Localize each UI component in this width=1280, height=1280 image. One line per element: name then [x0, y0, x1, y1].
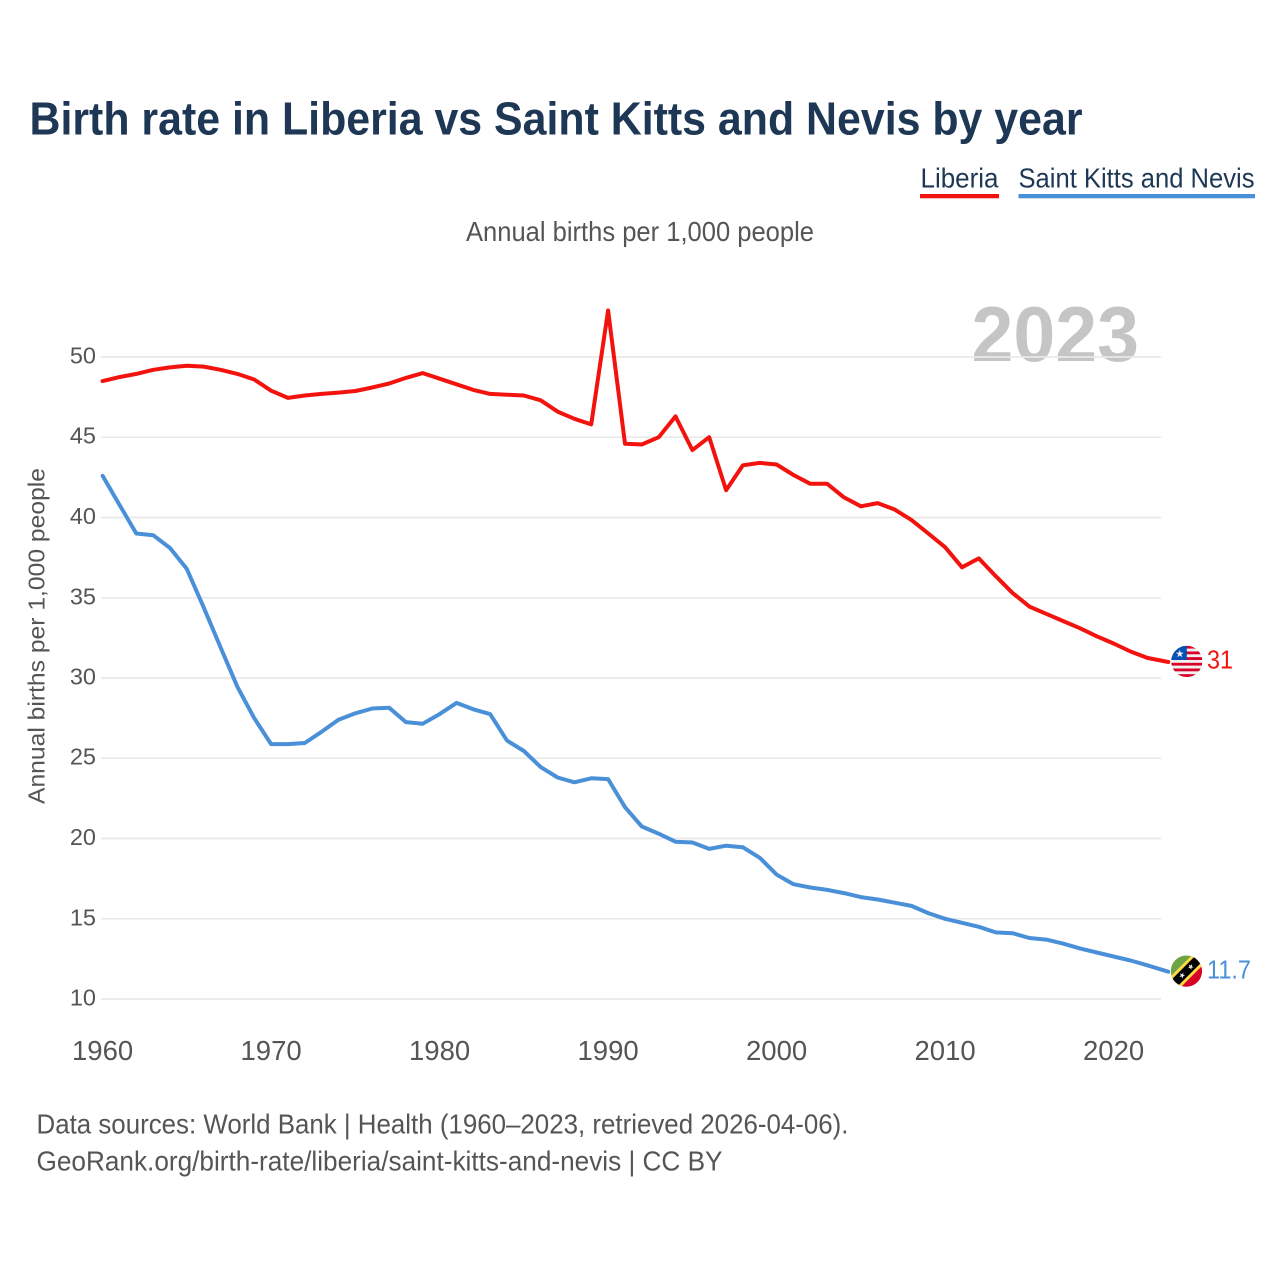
- svg-text:1980: 1980: [409, 1035, 470, 1066]
- svg-text:Data sources: World Bank | Hea: Data sources: World Bank | Health (1960–…: [37, 1109, 849, 1140]
- svg-text:20: 20: [70, 824, 96, 850]
- svg-text:1970: 1970: [241, 1035, 302, 1066]
- svg-text:50: 50: [70, 343, 96, 369]
- svg-text:2020: 2020: [1083, 1035, 1144, 1066]
- svg-text:35: 35: [70, 583, 96, 609]
- svg-text:40: 40: [70, 503, 96, 529]
- svg-text:Annual births per 1,000 people: Annual births per 1,000 people: [466, 216, 814, 247]
- svg-text:10: 10: [70, 985, 96, 1011]
- svg-text:11.7: 11.7: [1207, 955, 1251, 985]
- svg-text:25: 25: [70, 744, 96, 770]
- svg-text:2010: 2010: [915, 1035, 976, 1066]
- svg-text:1990: 1990: [578, 1035, 639, 1066]
- svg-text:GeoRank.org/birth-rate/liberia: GeoRank.org/birth-rate/liberia/saint-kit…: [37, 1146, 723, 1177]
- svg-text:Saint Kitts and Nevis: Saint Kitts and Nevis: [1019, 163, 1255, 194]
- svg-text:Birth rate in Liberia vs Saint: Birth rate in Liberia vs Saint Kitts and…: [30, 93, 1083, 145]
- svg-text:Annual births per 1,000 people: Annual births per 1,000 people: [24, 468, 50, 804]
- svg-text:2023: 2023: [972, 290, 1140, 378]
- svg-text:2000: 2000: [746, 1035, 807, 1066]
- svg-text:30: 30: [70, 664, 96, 690]
- svg-text:45: 45: [70, 423, 96, 449]
- svg-text:15: 15: [70, 904, 96, 930]
- svg-text:31: 31: [1207, 645, 1233, 675]
- svg-text:Liberia: Liberia: [921, 163, 999, 194]
- svg-text:1960: 1960: [72, 1035, 133, 1066]
